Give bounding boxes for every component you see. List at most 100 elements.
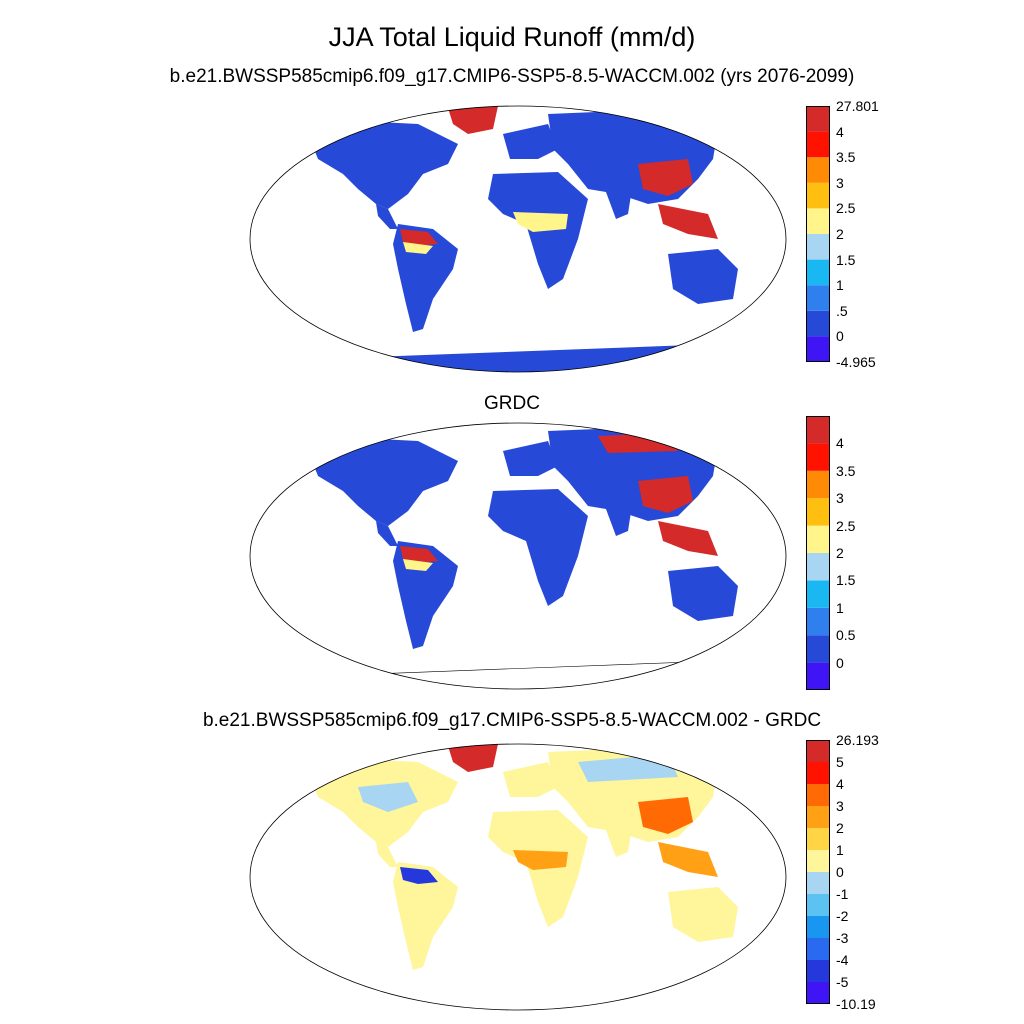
central-america: [376, 204, 398, 229]
africa: [488, 489, 588, 606]
se-asia: [658, 842, 718, 877]
colorbar-swatch: [806, 806, 830, 828]
se-asia: [658, 521, 718, 556]
colorbar-tick-label: 4: [836, 776, 844, 792]
greenland: [448, 744, 498, 772]
colorbar-swatch: [806, 416, 830, 444]
panel-3-title: b.e21.BWSSP585cmip6.f09_g17.CMIP6-SSP5-8…: [202, 710, 822, 731]
colorbar-tick-label: 0.5: [836, 627, 856, 644]
central-america: [376, 842, 398, 867]
colorbar-swatch: [806, 916, 830, 938]
europe: [503, 762, 558, 797]
se-asia: [658, 204, 718, 239]
colorbar-swatch: [806, 525, 830, 553]
india: [603, 820, 633, 857]
colorbar-tick-label: 0: [836, 328, 844, 345]
greenland: [448, 106, 498, 134]
india: [603, 182, 633, 219]
colorbar-tick-label: 1.5: [836, 572, 856, 589]
colorbar-swatch: [806, 828, 830, 850]
colorbar-swatch: [806, 960, 830, 982]
colorbar-panel-1: [806, 106, 830, 362]
antarctica-outline: [250, 660, 786, 689]
panel-1-title: b.e21.BWSSP585cmip6.f09_g17.CMIP6-SSP5-8…: [169, 66, 855, 87]
asia-monsoon: [638, 797, 693, 834]
amazon-yellow: [403, 242, 433, 254]
colorbar-swatch: [806, 336, 830, 362]
colorbar-tick-label: -4.965: [836, 354, 876, 370]
amazon-dry: [400, 867, 438, 884]
colorbar-swatch: [806, 208, 830, 234]
colorbar-tick-label: 4: [836, 435, 844, 452]
colorbar-swatch: [806, 106, 830, 132]
india: [603, 499, 633, 536]
colorbar-tick-label: 2.5: [836, 517, 856, 534]
colorbar-swatch: [806, 553, 830, 581]
panel-2-title: GRDC: [484, 393, 540, 414]
colorbar-swatch: [806, 938, 830, 960]
colorbar-panel-2: [806, 416, 830, 690]
africa-wet: [513, 850, 568, 870]
colorbar-swatch: [806, 872, 830, 894]
map-panel-3: [249, 743, 787, 1011]
colorbar-tick-label: 3: [836, 174, 844, 191]
colorbar-swatch: [806, 894, 830, 916]
amazon-yellow: [403, 559, 433, 571]
na-cool: [358, 782, 418, 812]
colorbar-swatch: [806, 580, 830, 608]
colorbar-swatch: [806, 498, 830, 526]
colorbar-swatch: [806, 157, 830, 183]
figure-title: JJA Total Liquid Runoff (mm/d): [328, 22, 696, 52]
colorbar-tick-label: -1: [836, 886, 849, 902]
colorbar-tick-label: -5: [836, 974, 849, 990]
colorbar-tick-label: .5: [836, 302, 848, 319]
colorbar-tick-label: 0: [836, 654, 844, 671]
colorbar-tick-label: 3.5: [836, 462, 856, 479]
colorbar-swatch: [806, 784, 830, 806]
central-america: [376, 521, 398, 546]
colorbar-swatch: [806, 662, 830, 690]
colorbar-tick-label: 3.5: [836, 149, 856, 166]
colorbar-swatch: [806, 762, 830, 784]
colorbar-tick-label: 1: [836, 277, 844, 294]
colorbar-tick-label: 1: [836, 842, 844, 858]
colorbar-tick-label: -10.19: [836, 996, 876, 1012]
map-panel-1: [249, 105, 787, 373]
colorbar-swatch: [806, 635, 830, 663]
colorbar-tick-label: 26.193: [836, 732, 879, 748]
colorbar-swatch: [806, 182, 830, 209]
amazon-wet: [400, 229, 438, 246]
colorbar-tick-label: -2: [836, 908, 849, 924]
colorbar-swatch: [806, 470, 830, 499]
colorbar-swatch: [806, 259, 830, 286]
colorbar-tick-label: -3: [836, 930, 849, 946]
antarctica: [250, 344, 786, 372]
australia: [668, 249, 738, 304]
colorbar-swatch: [806, 234, 830, 260]
colorbar-tick-label: 2.5: [836, 200, 856, 217]
colorbar-tick-label: 2: [836, 545, 844, 561]
colorbar-swatch: [806, 310, 830, 337]
colorbar-tick-label: 0: [836, 864, 844, 880]
map-panel-2: [249, 422, 787, 690]
colorbar-swatch: [806, 982, 830, 1004]
australia: [668, 566, 738, 621]
north-america: [308, 122, 458, 209]
colorbar-swatch: [806, 607, 830, 636]
colorbar-swatch: [806, 740, 830, 762]
asia-monsoon: [638, 476, 693, 513]
asia-monsoon: [638, 159, 693, 196]
south-america: [393, 862, 458, 970]
colorbar-swatch: [806, 850, 830, 872]
colorbar-tick-label: 1: [836, 599, 844, 616]
africa-wet: [513, 212, 568, 232]
colorbar-tick-label: -4: [836, 952, 849, 968]
north-america: [308, 439, 458, 526]
colorbar-swatch: [806, 443, 830, 471]
europe: [503, 441, 558, 476]
amazon-wet: [400, 546, 438, 563]
colorbar-tick-label: 3: [836, 798, 844, 814]
colorbar-swatch: [806, 285, 830, 311]
australia: [668, 887, 738, 942]
colorbar-tick-label: 5: [836, 754, 844, 770]
